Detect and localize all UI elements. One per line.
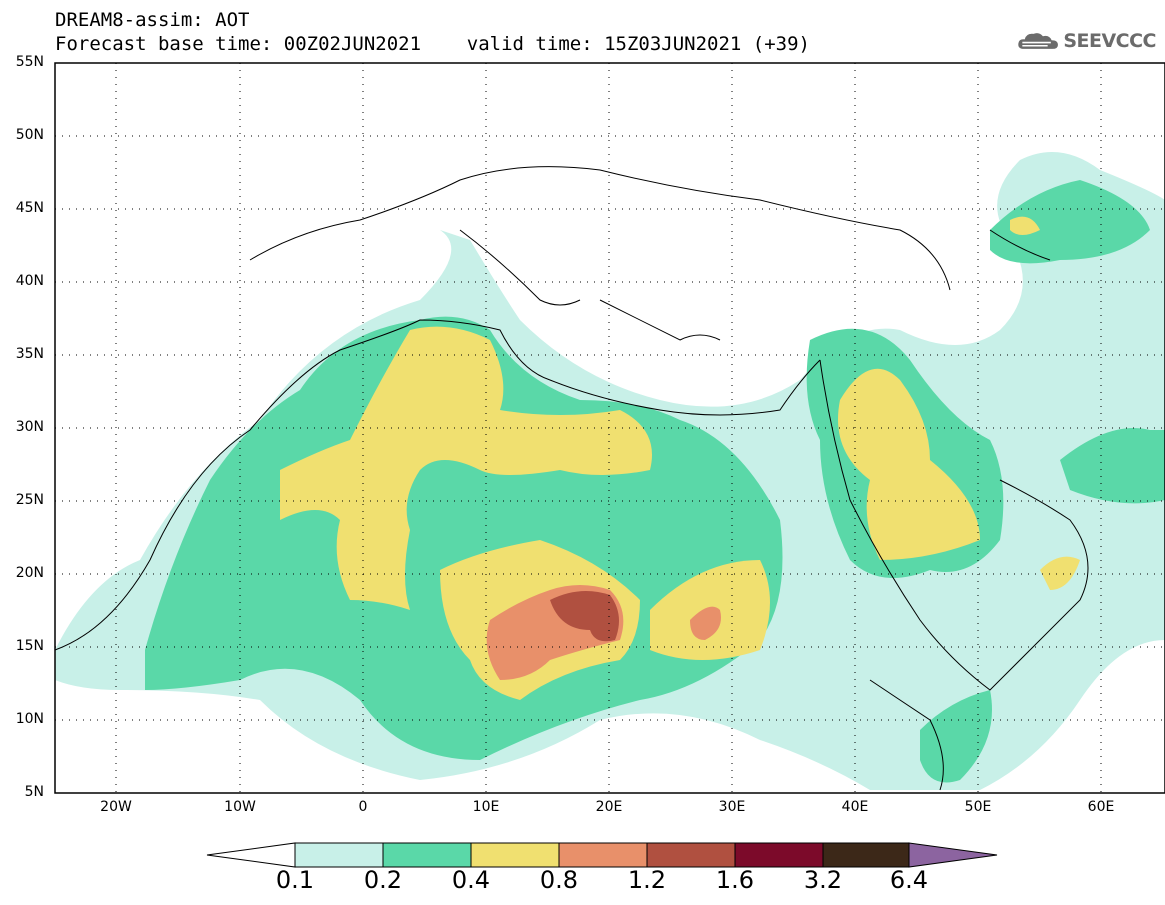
aot-level-0.4-arabia: [838, 368, 980, 560]
colorbar-bin-0.2-0.4: [382, 842, 472, 868]
colorbar-label: 6.4: [889, 866, 929, 894]
colorbar-bin-0.1-0.2: [294, 842, 384, 868]
colorbar-bin-3.2-6.4: [822, 842, 910, 868]
cloud-icon: [1018, 33, 1058, 49]
aot-level-0.2-horn: [920, 690, 992, 783]
lat-label: 40N: [15, 273, 44, 289]
colorbar-low-arrow: [206, 842, 296, 868]
lat-label: 30N: [15, 419, 44, 435]
chart-title: DREAM8-assim: AOT: [55, 9, 250, 31]
lat-label: 20N: [15, 565, 44, 581]
lon-label: 60E: [1087, 799, 1115, 815]
aot-level-1.2: [550, 591, 619, 642]
lon-label: 10W: [224, 799, 256, 815]
colorbar-label: 0.2: [363, 866, 403, 894]
lon-label: 30E: [718, 799, 746, 815]
colorbar-label: 1.2: [627, 866, 667, 894]
lon-label: 20E: [595, 799, 623, 815]
lat-label: 15N: [15, 638, 44, 654]
lat-label: 50N: [15, 127, 44, 143]
colorbar: [206, 842, 998, 868]
lon-label: 40E: [841, 799, 869, 815]
logo-text: SEEVCCC: [1063, 30, 1156, 52]
aot-level-0.4: [280, 326, 652, 610]
lat-label: 55N: [15, 54, 44, 70]
colorbar-bin-0.4-0.8: [470, 842, 560, 868]
seevccc-logo: SEEVCCC: [1016, 24, 1156, 58]
colorbar-label: 1.6: [715, 866, 755, 894]
lat-label: 5N: [24, 784, 44, 800]
lon-label: 0: [358, 799, 368, 815]
lat-label: 35N: [15, 346, 44, 362]
lon-label: 10E: [472, 799, 500, 815]
lat-label: 25N: [15, 492, 44, 508]
lon-label: 20W: [100, 799, 132, 815]
colorbar-high-arrow: [908, 842, 998, 868]
graticule: [55, 63, 1165, 793]
aot-level-0.2-gulf: [1060, 428, 1165, 504]
aot-level-0.8-sudan: [690, 606, 721, 640]
lat-label: 45N: [15, 200, 44, 216]
colorbar-label: 3.2: [803, 866, 843, 894]
aot-level-0.4-yemen: [1040, 556, 1080, 590]
aot-fields: [55, 152, 1165, 790]
colorbar-label: 0.8: [539, 866, 579, 894]
aot-level-0.4-caspian: [1010, 216, 1040, 235]
lon-label: 50E: [964, 799, 992, 815]
colorbar-bin-1.6-3.2: [734, 842, 824, 868]
lat-label: 10N: [15, 711, 44, 727]
colorbar-label: 0.1: [275, 866, 315, 894]
chart-subtitle: Forecast base time: 00Z02JUN2021 valid t…: [55, 33, 810, 55]
colorbar-label: 0.4: [451, 866, 491, 894]
coastlines: [54, 166, 1089, 791]
colorbar-bin-0.8-1.2: [558, 842, 648, 868]
aot-level-0.2-caspian: [990, 180, 1150, 264]
colorbar-bin-1.2-1.6: [646, 842, 736, 868]
